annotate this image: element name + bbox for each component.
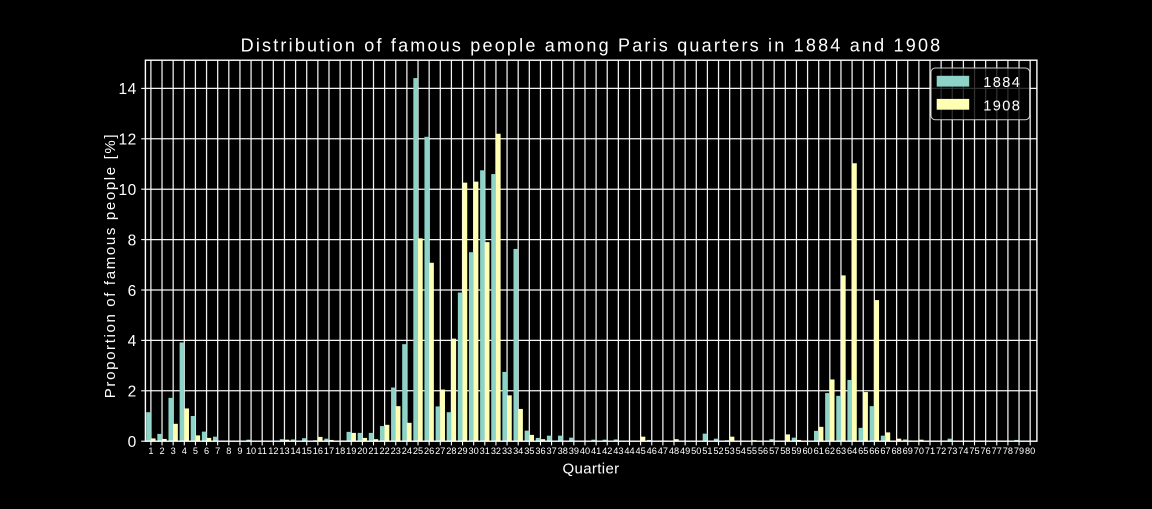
svg-text:19: 19 [346, 446, 356, 456]
svg-text:6: 6 [204, 446, 209, 456]
svg-text:53: 53 [725, 446, 735, 456]
svg-text:58: 58 [780, 446, 790, 456]
svg-text:54: 54 [736, 446, 746, 456]
svg-text:64: 64 [847, 446, 857, 456]
svg-text:40: 40 [580, 446, 590, 456]
svg-text:59: 59 [791, 446, 801, 456]
svg-text:Distribution of famous people: Distribution of famous people among Pari… [241, 36, 943, 56]
svg-text:4: 4 [182, 446, 187, 456]
svg-text:1908: 1908 [983, 98, 1021, 114]
svg-text:0: 0 [128, 434, 137, 451]
svg-text:1884: 1884 [983, 75, 1021, 91]
svg-text:52: 52 [713, 446, 723, 456]
svg-text:21: 21 [368, 446, 378, 456]
svg-text:34: 34 [513, 446, 523, 456]
svg-text:41: 41 [591, 446, 601, 456]
svg-text:67: 67 [880, 446, 890, 456]
svg-text:63: 63 [836, 446, 846, 456]
svg-text:26: 26 [424, 446, 434, 456]
svg-text:50: 50 [691, 446, 701, 456]
svg-text:48: 48 [669, 446, 679, 456]
svg-text:35: 35 [524, 446, 534, 456]
svg-text:70: 70 [914, 446, 924, 456]
svg-text:32: 32 [491, 446, 501, 456]
svg-text:80: 80 [1025, 446, 1035, 456]
svg-text:38: 38 [558, 446, 568, 456]
svg-text:71: 71 [925, 446, 935, 456]
svg-text:4: 4 [128, 333, 137, 350]
svg-text:60: 60 [802, 446, 812, 456]
svg-text:14: 14 [119, 81, 137, 98]
svg-text:3: 3 [171, 446, 176, 456]
svg-text:20: 20 [357, 446, 367, 456]
svg-text:62: 62 [825, 446, 835, 456]
svg-text:76: 76 [981, 446, 991, 456]
svg-text:2: 2 [159, 446, 164, 456]
svg-text:42: 42 [602, 446, 612, 456]
svg-text:12: 12 [268, 446, 278, 456]
svg-text:57: 57 [769, 446, 779, 456]
svg-text:66: 66 [869, 446, 879, 456]
svg-text:16: 16 [313, 446, 323, 456]
svg-text:5: 5 [193, 446, 198, 456]
svg-text:13: 13 [279, 446, 289, 456]
svg-text:72: 72 [936, 446, 946, 456]
svg-text:75: 75 [969, 446, 979, 456]
svg-text:56: 56 [758, 446, 768, 456]
svg-text:69: 69 [903, 446, 913, 456]
svg-text:8: 8 [226, 446, 231, 456]
svg-text:30: 30 [469, 446, 479, 456]
svg-text:14: 14 [290, 446, 300, 456]
svg-text:6: 6 [128, 283, 137, 300]
svg-text:7: 7 [215, 446, 220, 456]
svg-text:25: 25 [413, 446, 423, 456]
svg-text:77: 77 [992, 446, 1002, 456]
svg-text:18: 18 [335, 446, 345, 456]
svg-text:2: 2 [128, 384, 137, 401]
svg-text:49: 49 [680, 446, 690, 456]
svg-text:36: 36 [535, 446, 545, 456]
svg-text:27: 27 [435, 446, 445, 456]
svg-text:37: 37 [546, 446, 556, 456]
svg-text:79: 79 [1014, 446, 1024, 456]
svg-text:15: 15 [302, 446, 312, 456]
svg-text:29: 29 [457, 446, 467, 456]
svg-text:47: 47 [658, 446, 668, 456]
svg-text:73: 73 [947, 446, 957, 456]
svg-text:10: 10 [246, 446, 256, 456]
svg-text:10: 10 [119, 182, 137, 199]
svg-text:Proportion of famous people [%: Proportion of famous people [%] [102, 133, 119, 398]
svg-text:9: 9 [237, 446, 242, 456]
svg-text:78: 78 [1003, 446, 1013, 456]
svg-text:28: 28 [446, 446, 456, 456]
svg-text:45: 45 [636, 446, 646, 456]
svg-text:Quartier: Quartier [563, 461, 620, 478]
svg-text:33: 33 [502, 446, 512, 456]
svg-text:43: 43 [613, 446, 623, 456]
svg-text:68: 68 [891, 446, 901, 456]
svg-text:1: 1 [148, 446, 153, 456]
svg-text:65: 65 [858, 446, 868, 456]
svg-text:31: 31 [480, 446, 490, 456]
svg-text:46: 46 [647, 446, 657, 456]
svg-text:39: 39 [569, 446, 579, 456]
svg-text:23: 23 [391, 446, 401, 456]
svg-text:17: 17 [324, 446, 334, 456]
svg-text:8: 8 [128, 232, 137, 249]
svg-text:74: 74 [958, 446, 968, 456]
svg-text:22: 22 [380, 446, 390, 456]
svg-text:61: 61 [814, 446, 824, 456]
svg-text:12: 12 [119, 132, 137, 149]
svg-text:11: 11 [257, 446, 267, 456]
svg-text:24: 24 [402, 446, 412, 456]
svg-text:55: 55 [747, 446, 757, 456]
svg-text:44: 44 [624, 446, 634, 456]
svg-text:51: 51 [702, 446, 712, 456]
